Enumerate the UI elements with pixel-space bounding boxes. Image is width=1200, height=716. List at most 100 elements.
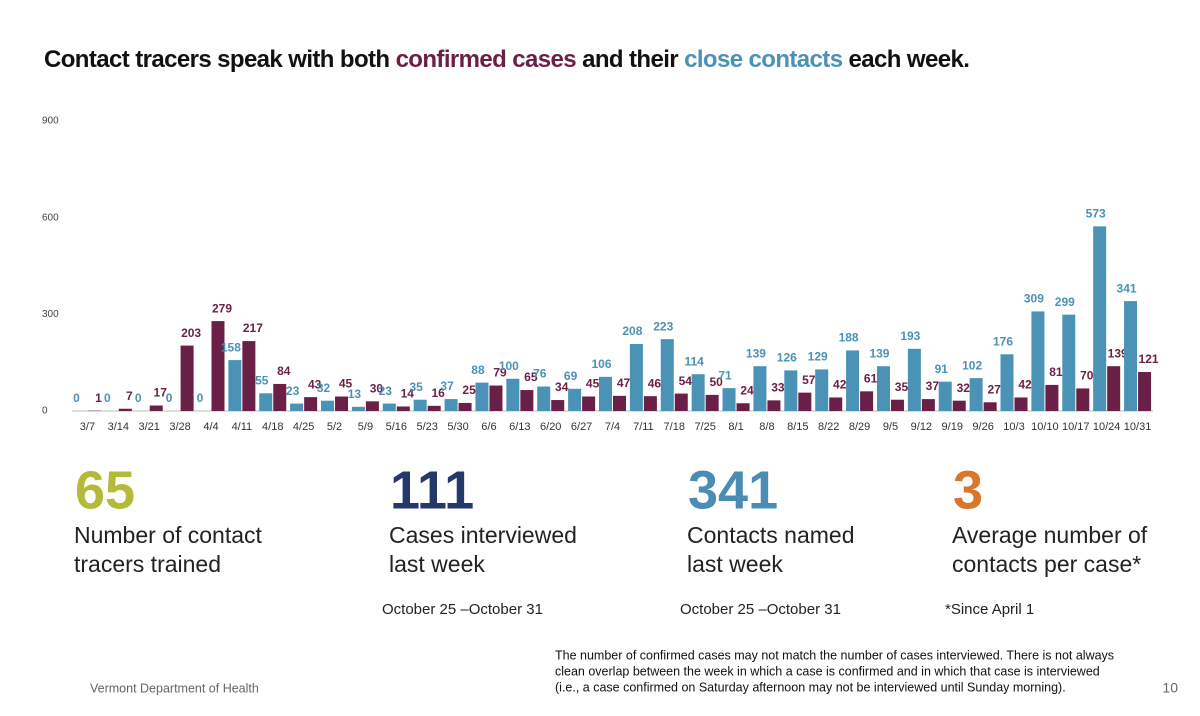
data-label: 176	[993, 334, 1013, 348]
bar	[1014, 397, 1028, 411]
bar	[691, 374, 705, 411]
data-label: 13	[348, 387, 362, 401]
x-tick-label: 7/25	[694, 421, 715, 433]
data-label: 106	[591, 357, 611, 371]
data-label: 61	[864, 372, 878, 386]
x-tick-label: 6/13	[509, 421, 530, 433]
x-tick-label: 4/18	[262, 421, 283, 433]
bar	[643, 396, 657, 411]
bar	[674, 393, 688, 411]
data-label: 23	[286, 384, 300, 398]
stat-label: tracers trained	[74, 551, 221, 577]
data-label: 47	[617, 376, 631, 390]
bar	[705, 394, 719, 411]
bar	[118, 408, 132, 411]
data-label: 0	[166, 391, 173, 405]
bar	[660, 339, 674, 411]
x-tick-label: 3/14	[108, 421, 129, 433]
bar	[1062, 314, 1076, 411]
data-label: 54	[679, 374, 693, 388]
bar	[1076, 388, 1090, 411]
bar	[259, 393, 273, 411]
x-tick-label: 5/30	[447, 421, 468, 433]
x-tick-label: 7/11	[633, 421, 654, 433]
stat-value: 341	[688, 460, 778, 520]
footnote-line: (i.e., a case confirmed on Saturday afte…	[555, 680, 1066, 694]
bar	[736, 403, 750, 411]
bar	[290, 403, 304, 411]
bar	[149, 405, 163, 411]
y-tick-label: 600	[42, 212, 59, 223]
stat-note: October 25 –October 31	[680, 601, 841, 618]
bar	[444, 399, 458, 411]
data-label: 42	[833, 378, 847, 392]
bar	[876, 366, 890, 411]
data-label: 23	[379, 384, 393, 398]
bar	[520, 390, 534, 411]
data-label: 71	[718, 368, 732, 382]
data-label: 32	[317, 381, 331, 395]
bar	[382, 403, 396, 411]
x-tick-label: 6/6	[481, 421, 496, 433]
x-tick-label: 10/3	[1003, 421, 1024, 433]
x-tick-label: 10/24	[1093, 421, 1121, 433]
stat-label: contacts per case*	[952, 551, 1141, 577]
x-tick-label: 9/26	[972, 421, 993, 433]
title-part: each week.	[849, 46, 970, 73]
data-label: 16	[432, 386, 446, 400]
bar	[599, 376, 612, 411]
title-series: close contacts	[684, 46, 843, 73]
data-label: 17	[154, 386, 168, 400]
data-label: 91	[935, 362, 949, 376]
bar	[815, 369, 829, 411]
data-label: 217	[243, 321, 263, 335]
bar	[921, 399, 935, 411]
bar	[568, 388, 582, 411]
title-part: and their	[582, 46, 678, 73]
bar	[396, 406, 410, 411]
bar	[784, 370, 798, 411]
bar	[304, 397, 318, 411]
x-tick-label: 5/2	[327, 421, 342, 433]
x-tick-label: 8/1	[728, 421, 743, 433]
bar	[629, 343, 643, 411]
bar	[413, 399, 427, 411]
bar	[1138, 372, 1152, 411]
data-label: 30	[370, 382, 384, 396]
stat-label: last week	[687, 551, 783, 577]
x-tick-label: 7/18	[664, 421, 685, 433]
bar	[613, 395, 626, 411]
data-label: 203	[181, 326, 201, 340]
bar	[907, 348, 921, 411]
data-label: 45	[586, 377, 600, 391]
data-label: 573	[1086, 207, 1106, 221]
bar	[427, 405, 441, 411]
data-label: 121	[1139, 352, 1159, 366]
data-label: 7	[126, 389, 133, 403]
data-label: 37	[440, 379, 454, 393]
data-label: 193	[900, 329, 920, 343]
data-label: 50	[709, 375, 723, 389]
data-label: 0	[104, 391, 111, 405]
data-label: 208	[622, 324, 642, 338]
data-label: 45	[339, 377, 353, 391]
bar	[1031, 311, 1045, 411]
stat-value: 3	[953, 460, 983, 520]
x-tick-label: 9/5	[883, 421, 898, 433]
x-tick-label: 4/4	[203, 421, 218, 433]
stat-label: Cases interviewed	[389, 522, 577, 548]
bar	[722, 388, 736, 411]
x-tick-label: 5/23	[416, 421, 437, 433]
data-label: 0	[197, 391, 204, 405]
bar	[1124, 301, 1138, 411]
data-label: 129	[808, 350, 828, 364]
y-tick-label: 0	[42, 406, 48, 417]
x-tick-label: 6/27	[571, 421, 592, 433]
page-number: 10	[1162, 680, 1178, 696]
data-label: 32	[957, 381, 971, 395]
data-label: 100	[499, 359, 519, 373]
data-label: 25	[462, 383, 476, 397]
data-label: 188	[839, 331, 859, 345]
bar	[767, 400, 781, 411]
x-tick-label: 5/9	[358, 421, 373, 433]
